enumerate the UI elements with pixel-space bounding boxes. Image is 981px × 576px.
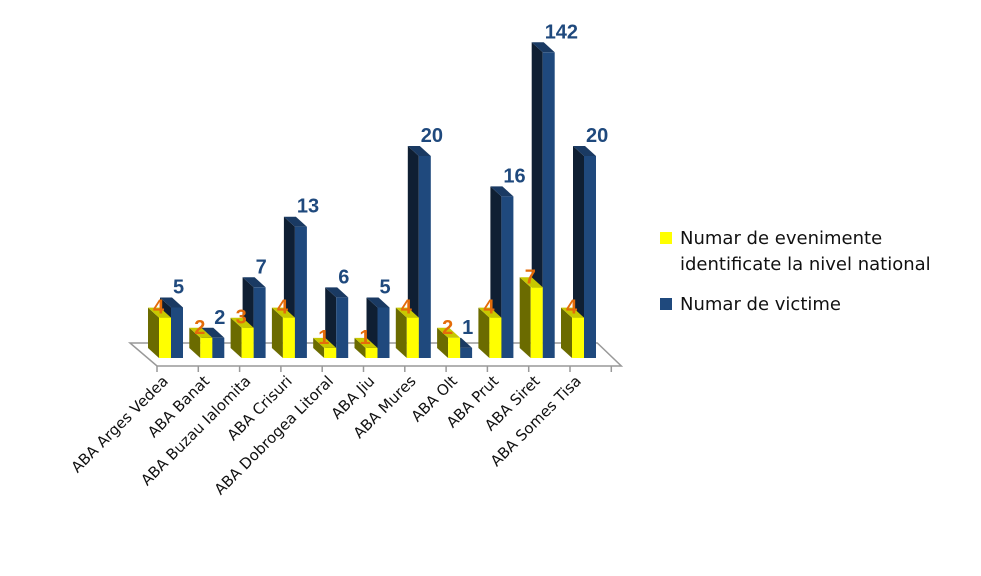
bar-victims — [212, 337, 225, 358]
bar-side-events — [437, 327, 449, 358]
bar-side-events — [561, 307, 572, 358]
bar-top-victims — [242, 277, 266, 288]
bar-victims — [542, 52, 555, 359]
bar-victims — [584, 156, 596, 358]
bar-side-events — [271, 307, 283, 358]
bar-top-victims — [283, 216, 307, 227]
bar-top-victims — [201, 327, 225, 338]
data-label-events: 1 — [318, 327, 329, 349]
bar-victims — [336, 297, 349, 358]
data-label-events: 4 — [153, 297, 165, 319]
data-label-events: 4 — [277, 297, 289, 319]
bar-side-events — [189, 327, 201, 358]
bar-top-events — [354, 337, 378, 348]
data-label-victims: 142 — [545, 21, 578, 43]
bar-top-events — [313, 337, 337, 348]
bar-victims — [171, 307, 183, 358]
bar-victims — [418, 156, 431, 358]
data-label-events: 2 — [442, 317, 453, 339]
bar-top-events — [271, 307, 295, 318]
bar-top-events — [519, 277, 543, 288]
bar-side-events — [519, 277, 531, 358]
bar-events — [406, 317, 419, 358]
bar-top-victims — [407, 146, 431, 156]
data-label-victims: 20 — [421, 125, 443, 147]
data-label-victims: 5 — [173, 277, 184, 299]
data-label-victims: 5 — [380, 277, 391, 299]
bar-events — [324, 347, 337, 358]
legend-swatch-blue — [660, 298, 672, 310]
bar-side-events — [313, 337, 325, 358]
data-label-events: 7 — [525, 266, 536, 288]
bar-top-events — [189, 327, 213, 338]
bar-side-events — [395, 307, 407, 358]
bar-top-victims — [490, 186, 514, 197]
data-label-victims: 16 — [503, 165, 525, 187]
legend-item-events: Numar de evenimente identificate la nive… — [660, 226, 970, 278]
legend-item-victims: Numar de victime — [660, 292, 970, 318]
bar-top-victims — [160, 297, 183, 308]
data-label-events: 3 — [236, 307, 247, 329]
legend-swatch-yellow — [660, 232, 672, 244]
bar-top-victims — [573, 146, 596, 156]
bar-side-victims — [325, 287, 337, 358]
bar-victims — [294, 226, 307, 358]
legend-label-victims: Numar de victime — [680, 294, 841, 315]
bar-top-events — [561, 307, 584, 318]
legend-label-events: Numar de evenimente identificate la nive… — [680, 228, 931, 275]
bar-side-events — [148, 307, 159, 358]
bar-events — [282, 317, 295, 358]
bar-side-events — [478, 307, 490, 358]
data-label-victims: 2 — [214, 307, 225, 329]
bar-events — [489, 317, 502, 358]
bar-events — [200, 337, 213, 358]
bar-victims — [501, 196, 514, 358]
bar-events — [530, 287, 543, 358]
bar-top-events — [148, 307, 171, 318]
bar-side-events — [354, 337, 366, 358]
data-label-events: 2 — [194, 317, 205, 339]
bar-top-events — [395, 307, 419, 318]
bar-top-victims — [531, 42, 555, 53]
bar-events — [241, 327, 254, 358]
bar-side-victims — [531, 42, 543, 359]
data-label-victims: 20 — [586, 125, 608, 147]
data-label-victims: 7 — [256, 256, 267, 278]
bar-victims — [460, 347, 473, 358]
bar-events — [448, 337, 461, 358]
data-label-events: 1 — [360, 327, 371, 349]
data-label-events: 4 — [401, 297, 413, 319]
bar-top-victims — [366, 297, 390, 308]
data-label-events: 4 — [566, 297, 578, 319]
bar-side-events — [230, 317, 242, 358]
bar-top-events — [437, 327, 461, 338]
bar-top-events — [230, 317, 254, 328]
data-label-victims: 13 — [297, 196, 319, 218]
bar-top-events — [478, 307, 502, 318]
bar-events — [159, 317, 171, 358]
bar-events — [572, 317, 584, 358]
data-label-events: 4 — [483, 297, 495, 319]
data-label-victims: 1 — [462, 317, 473, 339]
bar-side-victims — [573, 146, 584, 358]
bar-side-victims — [407, 146, 419, 358]
bar-victims — [377, 307, 390, 358]
bar-victims — [253, 287, 266, 358]
bar-top-victims — [325, 287, 349, 298]
legend: Numar de evenimente identificate la nive… — [660, 226, 970, 332]
bar-events — [365, 347, 378, 358]
data-label-victims: 6 — [338, 266, 349, 288]
